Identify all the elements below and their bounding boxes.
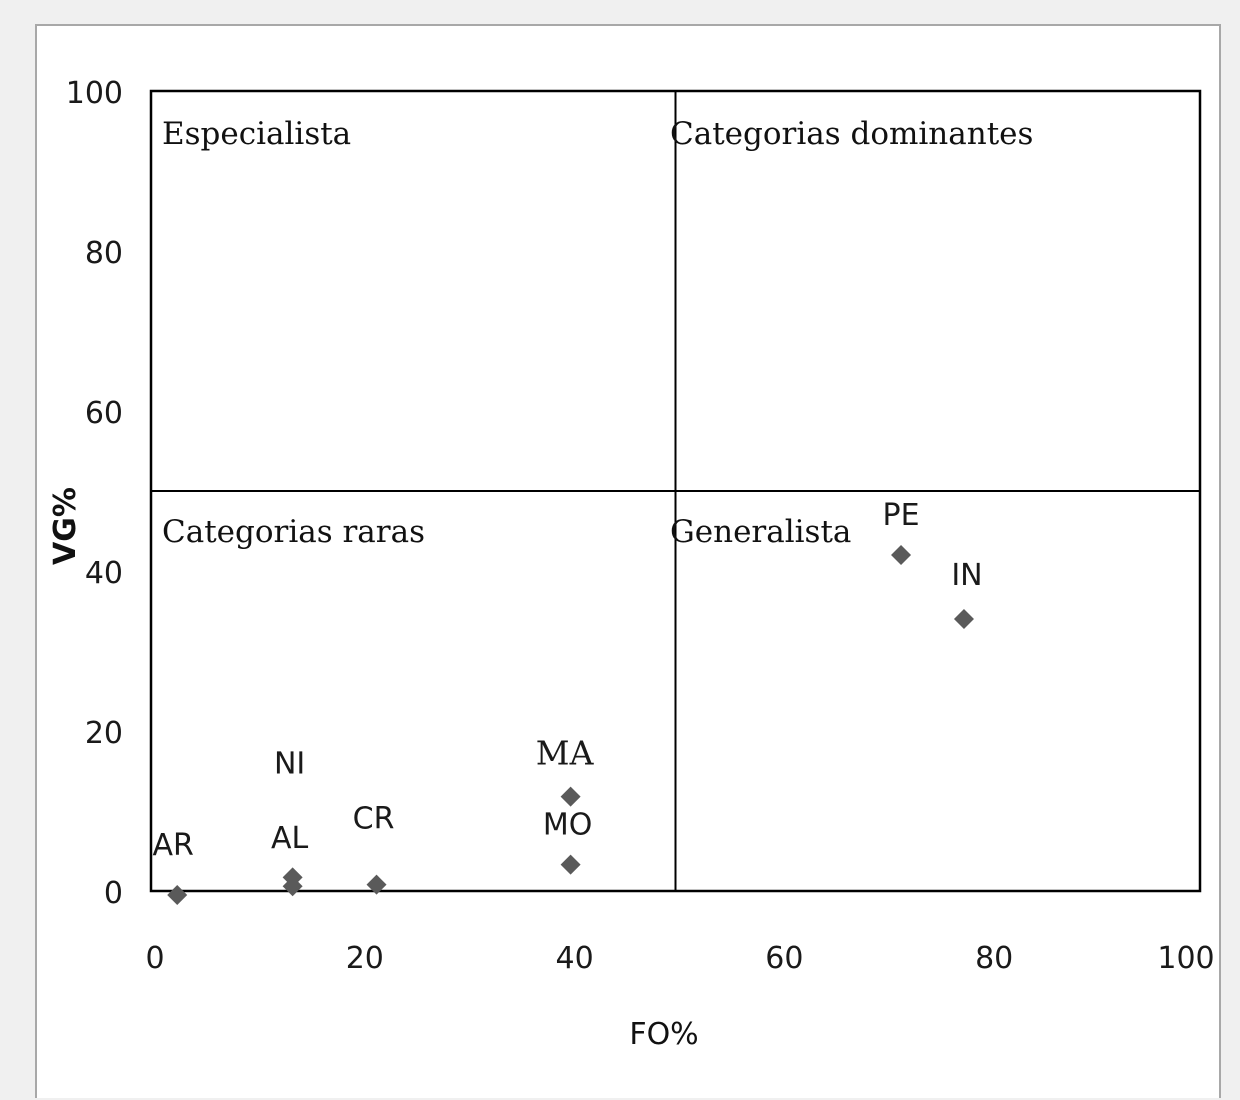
data-point-ar xyxy=(167,885,188,905)
point-label-ni: NI xyxy=(274,746,305,781)
y-tick-label: 40 xyxy=(85,556,123,591)
data-points: AR NI AL CR MA MO PE IN xyxy=(153,498,983,905)
data-point-ma xyxy=(560,786,581,807)
y-tick-label: 100 xyxy=(66,76,123,111)
point-label-cr: CR xyxy=(353,802,395,837)
x-tick-label: 40 xyxy=(556,941,594,976)
data-point-pe xyxy=(891,545,912,565)
y-tick-label: 60 xyxy=(85,396,123,431)
y-tick-label: 20 xyxy=(85,716,123,751)
x-axis-title: FO% xyxy=(629,1017,698,1052)
point-label-ma: MA xyxy=(536,734,595,773)
data-point-in xyxy=(953,609,974,629)
quadrant-label-bottom-right: Generalista xyxy=(670,514,851,550)
point-label-in: IN xyxy=(951,558,982,593)
scatter-chart: 0 20 40 60 80 100 0 20 40 60 80 100 Especialista Ca… xyxy=(48,76,1215,1052)
x-tick-label: 100 xyxy=(1157,941,1214,976)
x-tick-label: 20 xyxy=(346,941,384,976)
data-point-mo xyxy=(560,854,581,875)
chart-frame: 0 20 40 60 80 100 0 20 40 60 80 100 Especialista Ca… xyxy=(35,24,1221,1098)
y-tick-label: 80 xyxy=(85,236,123,271)
data-point-cr xyxy=(366,874,387,895)
quadrant-label-top-right: Categorias dominantes xyxy=(670,116,1033,152)
y-axis-title: VG% xyxy=(48,487,83,565)
x-tick-label: 80 xyxy=(975,941,1013,976)
point-label-mo: MO xyxy=(543,808,593,843)
x-tick-label: 60 xyxy=(765,941,803,976)
quadrant-label-bottom-left: Categorias raras xyxy=(162,514,425,550)
quadrant-label-top-left: Especialista xyxy=(162,116,351,152)
plot-axes xyxy=(149,89,1202,893)
x-tick-label: 0 xyxy=(145,941,164,976)
y-tick-label: 0 xyxy=(104,876,123,911)
quadrant-labels: Especialista Categorias dominantes Categ… xyxy=(162,116,1033,550)
point-label-ar: AR xyxy=(153,828,194,863)
tick-labels: 0 20 40 60 80 100 0 20 40 60 80 100 xyxy=(66,76,1215,976)
point-label-al: AL xyxy=(271,821,309,856)
data-point-al xyxy=(282,876,303,897)
point-label-pe: PE xyxy=(883,498,920,533)
